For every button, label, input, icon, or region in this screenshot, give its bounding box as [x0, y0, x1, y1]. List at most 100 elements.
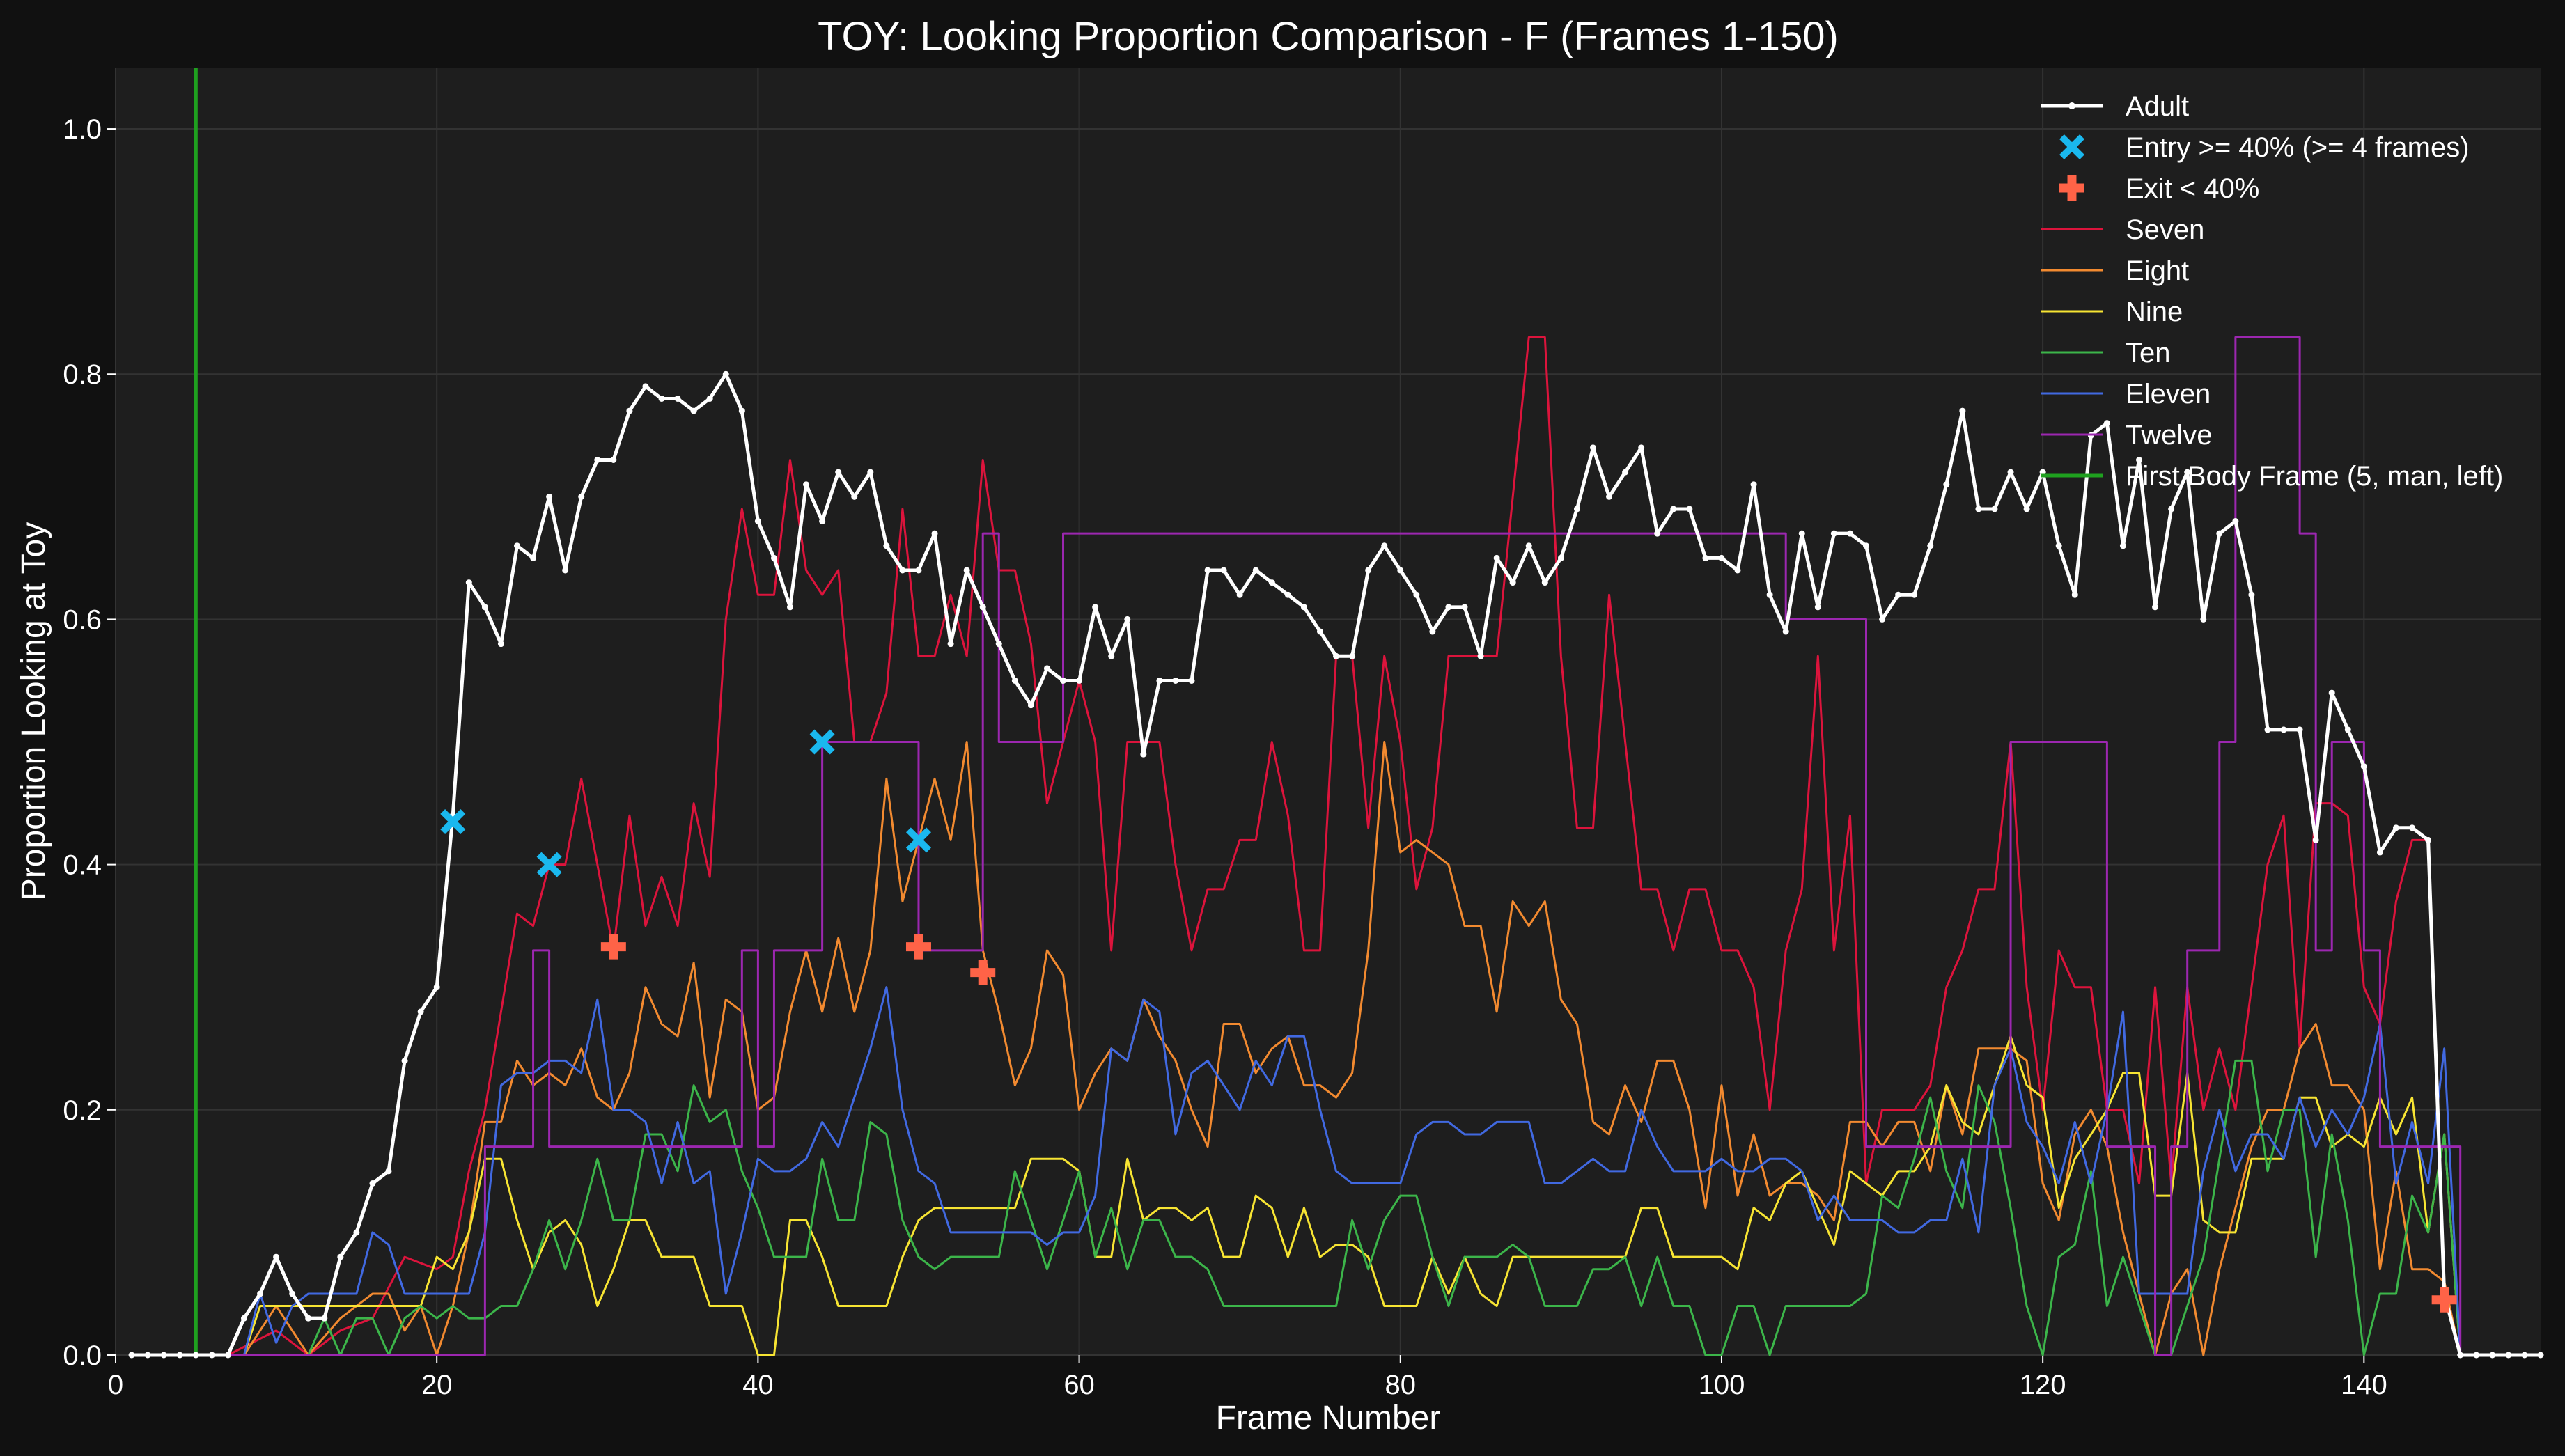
- adult-point: [513, 542, 520, 549]
- adult-point: [2409, 824, 2416, 831]
- adult-point: [562, 567, 569, 574]
- adult-point: [963, 567, 970, 574]
- adult-point: [1461, 604, 1468, 611]
- adult-point: [770, 554, 777, 561]
- adult-point: [1284, 591, 1291, 598]
- adult-point: [465, 579, 472, 586]
- legend-label: Entry >= 40% (>= 4 frames): [2126, 132, 2470, 163]
- entry-marker: [905, 827, 931, 853]
- adult-point: [2119, 542, 2126, 549]
- adult-point: [1638, 444, 1645, 451]
- adult-point: [176, 1352, 183, 1359]
- legend: Adult Entry >= 40% (>= 4 frames) Exit < 40…: [2041, 91, 2503, 492]
- adult-point: [754, 518, 761, 525]
- adult-point: [947, 641, 954, 648]
- adult-point: [417, 1008, 424, 1015]
- adult-point: [899, 567, 906, 574]
- adult-point: [835, 469, 842, 476]
- adult-point: [1349, 652, 1356, 659]
- adult-point: [208, 1352, 215, 1359]
- series-line-twelve: [132, 336, 2541, 1356]
- legend-item-6: Ten: [2041, 338, 2171, 368]
- adult-point: [497, 641, 504, 648]
- adult-point: [1846, 530, 1853, 537]
- adult-point: [2232, 518, 2239, 525]
- adult-point: [819, 518, 826, 525]
- adult-point: [1252, 567, 1259, 574]
- adult-point: [1043, 665, 1050, 672]
- adult-point: [1686, 506, 1693, 512]
- adult-point: [1766, 591, 1773, 598]
- adult-point: [1911, 591, 1918, 598]
- adult-point: [1702, 554, 1709, 561]
- legend-label: Seven: [2126, 214, 2204, 245]
- adult-point: [931, 530, 938, 537]
- adult-point: [995, 641, 1002, 648]
- y-axis-label: Proportion Looking at Toy: [15, 522, 52, 900]
- legend-item-5: Nine: [2041, 297, 2183, 327]
- legend-label: Nine: [2126, 297, 2183, 327]
- adult-point: [273, 1253, 280, 1260]
- adult-point: [738, 407, 745, 414]
- adult-point: [1718, 554, 1725, 561]
- series-lines: [128, 68, 2544, 1359]
- exit-marker: [600, 934, 626, 960]
- adult-point: [1879, 616, 1886, 623]
- adult-point: [369, 1180, 376, 1187]
- grid: [115, 68, 2541, 1356]
- adult-point: [1798, 530, 1805, 537]
- series-line-nine: [132, 1035, 2541, 1356]
- x-tick-label: 20: [421, 1370, 453, 1400]
- legend-swatch-plus: [2059, 175, 2084, 201]
- adult-point: [578, 493, 585, 500]
- adult-point: [1333, 652, 1340, 659]
- adult-point: [289, 1290, 296, 1297]
- adult-point: [1268, 579, 1275, 586]
- series-line-eleven: [132, 986, 2541, 1356]
- adult-point: [1156, 677, 1163, 684]
- x-tick-label: 140: [2341, 1370, 2387, 1400]
- y-tick-label: 1.0: [63, 114, 102, 145]
- adult-point: [2328, 689, 2335, 696]
- adult-point: [1670, 506, 1677, 512]
- adult-point: [1477, 652, 1484, 659]
- adult-point: [2312, 836, 2319, 843]
- adult-point: [1734, 567, 1741, 574]
- adult-point: [1140, 751, 1147, 758]
- adult-point: [1493, 554, 1500, 561]
- entry-marker: [440, 808, 466, 834]
- adult-point: [2344, 726, 2351, 733]
- series-line-ten: [132, 1059, 2541, 1356]
- x-tick-label: 0: [108, 1370, 123, 1400]
- adult-point: [1365, 567, 1372, 574]
- adult-point: [1413, 591, 1420, 598]
- legend-label: Adult: [2126, 91, 2189, 122]
- adult-point: [1975, 506, 1982, 512]
- adult-point: [2200, 616, 2207, 623]
- adult-point: [979, 604, 986, 611]
- adult-point: [1027, 702, 1034, 709]
- adult-point: [674, 395, 681, 402]
- adult-point: [2360, 763, 2367, 770]
- y-tick-label: 0.2: [63, 1095, 102, 1126]
- adult-point: [2039, 469, 2046, 476]
- x-axis-label: Frame Number: [1216, 1400, 1441, 1437]
- adult-point: [690, 407, 697, 414]
- adult-point: [2489, 1352, 2496, 1359]
- legend-label: Ten: [2126, 338, 2171, 368]
- y-tick-label: 0.8: [63, 359, 102, 390]
- legend-item-3: Seven: [2041, 214, 2204, 245]
- event-markers: [440, 729, 2457, 1313]
- adult-point: [2376, 849, 2383, 856]
- adult-point: [1429, 628, 1436, 635]
- adult-point: [594, 457, 601, 464]
- legend-swatch-point: [2068, 102, 2075, 109]
- adult-point: [2184, 469, 2191, 476]
- adult-point: [1991, 506, 1998, 512]
- adult-point: [1573, 506, 1580, 512]
- adult-point: [1381, 542, 1388, 549]
- exit-marker: [970, 960, 996, 985]
- series-line-seven: [132, 336, 2541, 1356]
- x-tick-label: 40: [742, 1370, 774, 1400]
- adult-point: [2296, 726, 2303, 733]
